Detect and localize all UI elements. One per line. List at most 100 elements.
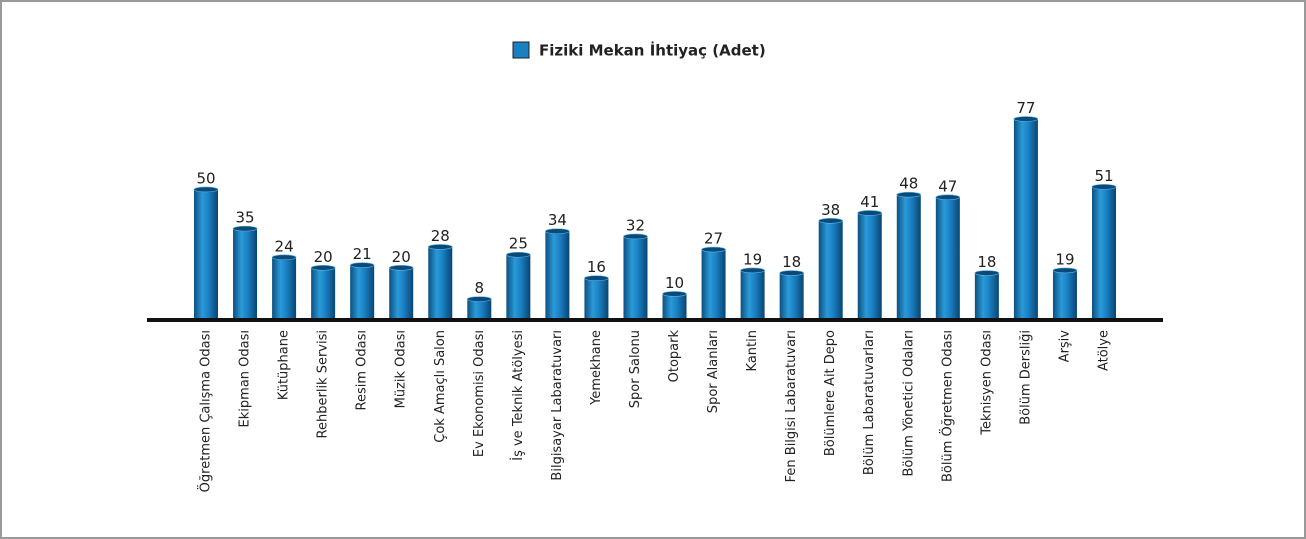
bar	[350, 265, 375, 320]
value-label: 32	[626, 216, 645, 234]
x-tick-label: Ev Ekonomisi Odası	[472, 330, 487, 457]
x-tick-label: Arşiv	[1057, 330, 1072, 363]
bar-top	[662, 291, 687, 297]
bar	[233, 228, 258, 320]
bar-top	[818, 218, 843, 224]
x-tick-label: Bölüm Öğretmen Odası	[938, 330, 955, 482]
x-tick-label: Bölüm Yönetici Odaları	[901, 330, 916, 477]
bar-top	[779, 270, 804, 276]
bar	[389, 267, 414, 320]
bar	[974, 273, 999, 320]
bar	[545, 231, 570, 320]
x-tick-label: Otopark	[667, 330, 682, 383]
x-tick-label: Bölümlere Ait Depo	[823, 330, 838, 456]
legend-swatch	[512, 41, 530, 59]
bar	[623, 236, 648, 320]
value-label: 47	[938, 177, 957, 195]
bar-top	[310, 264, 336, 271]
bar	[740, 270, 765, 320]
x-tick-label: Bilgisayar Labaratuvarı	[550, 330, 565, 481]
value-label: 35	[235, 209, 254, 227]
bar-top	[1091, 184, 1117, 190]
x-tick-label: Bölüm Labaratuvarları	[862, 330, 877, 475]
x-tick-label: Yemekhane	[589, 330, 604, 406]
value-label: 24	[275, 237, 294, 255]
value-label: 10	[665, 274, 684, 292]
bar-top	[388, 264, 414, 271]
x-tick-label: Ekipman Odası	[238, 330, 253, 427]
bar-top	[506, 251, 531, 258]
bar-top	[623, 233, 648, 240]
value-label: 8	[475, 279, 485, 297]
x-tick-label: Spor Salonu	[628, 330, 643, 408]
bar	[818, 220, 843, 320]
bar-top	[896, 191, 922, 198]
bar	[935, 197, 960, 320]
value-label: 16	[587, 258, 606, 276]
bar	[272, 257, 297, 320]
bar-top	[974, 270, 1000, 276]
bar-top	[271, 254, 297, 261]
bar	[857, 212, 882, 320]
bar	[1013, 119, 1038, 320]
value-label: 28	[431, 227, 450, 245]
bar	[896, 194, 921, 320]
bar	[662, 293, 687, 320]
bar-top	[467, 296, 492, 302]
x-tick-label: Resim Odası	[355, 330, 370, 410]
value-label: 48	[899, 175, 918, 193]
bar-top	[1052, 267, 1078, 274]
value-label: 38	[821, 201, 840, 219]
bar	[467, 299, 492, 320]
bar	[584, 278, 609, 320]
x-tick-label: Teknisyen Odası	[979, 330, 994, 436]
bar-top	[349, 262, 375, 268]
value-label: 20	[314, 248, 333, 266]
bar-top	[545, 228, 570, 235]
x-tick-label: Atölye	[1097, 330, 1112, 371]
value-label: 51	[1094, 167, 1113, 185]
x-tick-label: Müzik Odası	[394, 330, 409, 408]
value-label: 77	[1016, 99, 1035, 117]
bar-top	[584, 275, 609, 282]
value-label: 25	[509, 235, 528, 253]
value-label: 18	[977, 253, 996, 271]
value-label: 50	[196, 169, 215, 187]
value-label: 21	[353, 245, 372, 263]
x-tick-label: Kantin	[745, 330, 760, 371]
value-label: 41	[860, 193, 879, 211]
x-tick-label: Öğretmen Çalışma Odası	[197, 330, 214, 492]
bar-top	[193, 186, 219, 193]
bar	[779, 273, 804, 320]
value-label: 18	[782, 253, 801, 271]
bar	[701, 249, 726, 320]
bar-top	[1013, 116, 1039, 122]
value-label: 19	[743, 250, 762, 268]
value-label: 34	[548, 211, 567, 229]
x-tick-label: Kütüphane	[277, 330, 292, 400]
x-tick-label: Çok Amaçlı Salon	[433, 330, 448, 443]
value-label: 20	[392, 248, 411, 266]
bar-top	[701, 246, 726, 253]
bar-top	[427, 244, 453, 250]
bar-top	[935, 194, 961, 201]
bar	[311, 267, 336, 320]
bar	[1052, 270, 1077, 320]
bar	[194, 189, 218, 320]
bar-top	[740, 267, 765, 274]
x-tick-label: Fen Bilgisi Labaratuvarı	[784, 330, 799, 482]
bar-top	[232, 225, 258, 232]
value-label: 19	[1055, 250, 1074, 268]
bar	[1092, 186, 1116, 320]
bar	[506, 254, 531, 320]
x-tick-label: Spor Alanları	[706, 330, 721, 413]
legend-label: Fiziki Mekan İhtiyaç (Adet)	[539, 41, 766, 60]
bar-top	[857, 210, 883, 216]
x-tick-label: İş ve Teknik Atölyesi	[510, 330, 526, 461]
x-tick-label: Rehberlik Servisi	[316, 330, 331, 438]
x-tick-label: Bölüm Dersliği	[1018, 330, 1033, 425]
bar	[428, 246, 453, 320]
value-label: 27	[704, 230, 723, 248]
